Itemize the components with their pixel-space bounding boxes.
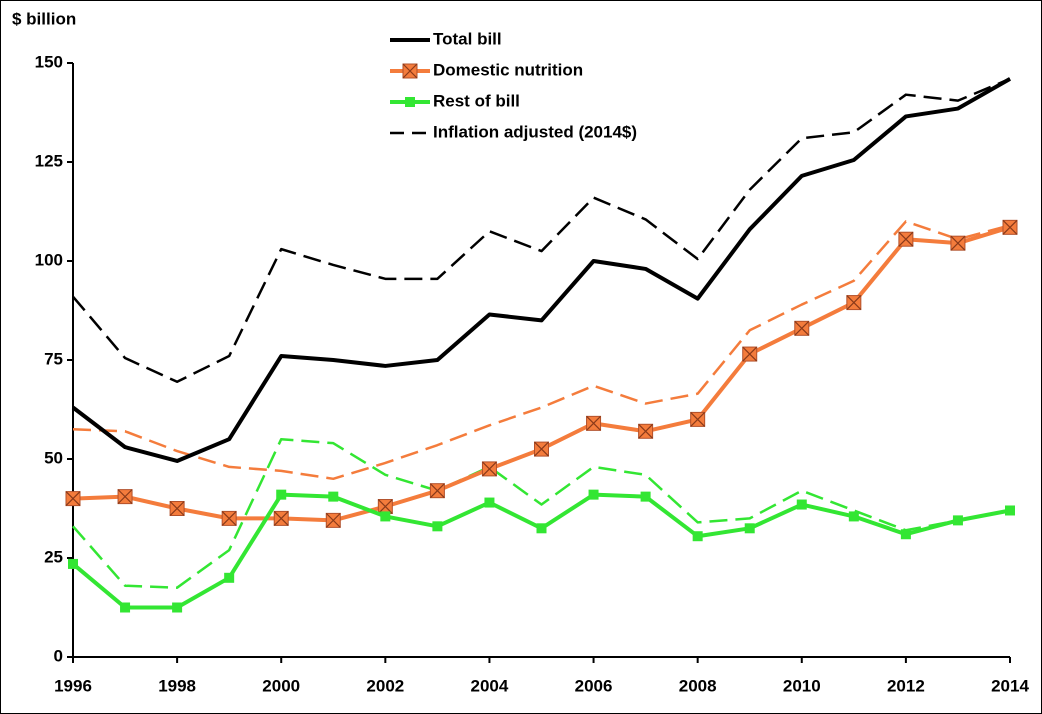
marker — [640, 491, 651, 502]
marker — [952, 515, 963, 526]
marker — [1005, 505, 1015, 516]
legend-label: Inflation adjusted (2014$) — [433, 122, 637, 141]
marker — [432, 521, 443, 532]
marker-cross — [898, 231, 914, 247]
y-tick-label: 125 — [35, 151, 63, 170]
marker — [536, 523, 547, 534]
x-tick-label: 2006 — [575, 676, 613, 695]
marker-cross — [117, 489, 133, 505]
marker-cross — [846, 295, 862, 311]
marker — [744, 523, 755, 534]
x-tick-label: 2012 — [887, 676, 925, 695]
dashed-line — [72, 77, 1011, 384]
marker-cross — [742, 346, 758, 362]
marker-cross — [794, 320, 810, 336]
marker-cross — [690, 411, 706, 427]
x-tick-label: 2002 — [366, 676, 404, 695]
y-tick-label: 75 — [44, 349, 63, 368]
x-tick-label: 2000 — [262, 676, 300, 695]
marker-cross — [429, 483, 445, 499]
y-tick-label: 50 — [44, 448, 63, 467]
marker — [588, 489, 599, 500]
marker — [484, 497, 495, 508]
marker — [172, 602, 183, 613]
marker — [692, 531, 703, 542]
y-tick-label: 150 — [35, 52, 63, 71]
marker-cross — [950, 235, 966, 251]
x-tick-label: 2010 — [783, 676, 821, 695]
marker-cross — [377, 499, 393, 514]
y-tick-label: 100 — [35, 250, 63, 269]
marker — [848, 511, 859, 522]
legend-label: Domestic nutrition — [433, 60, 583, 79]
marker-cross — [638, 423, 654, 439]
marker — [380, 511, 391, 522]
marker — [900, 529, 911, 540]
marker-cross — [273, 510, 289, 526]
x-tick-label: 1998 — [158, 676, 196, 695]
marker — [120, 602, 131, 613]
marker — [796, 499, 807, 510]
marker — [276, 489, 287, 500]
marker-cross — [65, 491, 81, 507]
series-line — [71, 77, 1011, 463]
marker-cross — [534, 441, 549, 457]
legend-label: Total bill — [433, 29, 502, 48]
marker-cross — [325, 512, 341, 528]
x-tick-label: 2014 — [991, 676, 1029, 695]
marker-cross — [482, 461, 497, 477]
marker — [68, 558, 78, 569]
y-tick-label: 0 — [54, 646, 63, 665]
dashed-line — [72, 437, 1011, 589]
marker-cross — [221, 510, 237, 526]
marker-cross — [169, 501, 185, 516]
marker — [405, 97, 415, 107]
x-tick-label: 1996 — [54, 676, 92, 695]
marker — [328, 491, 339, 502]
marker-cross — [402, 63, 418, 79]
x-tick-label: 2008 — [679, 676, 717, 695]
x-tick-label: 2004 — [471, 676, 509, 695]
marker-cross — [586, 415, 601, 431]
y-tick-label: 25 — [44, 547, 63, 566]
dashed-line — [72, 220, 1011, 481]
marker-cross — [1002, 219, 1018, 235]
legend-label: Rest of bill — [433, 91, 520, 110]
marker — [224, 572, 235, 583]
y-axis-label: $ billion — [12, 9, 76, 28]
